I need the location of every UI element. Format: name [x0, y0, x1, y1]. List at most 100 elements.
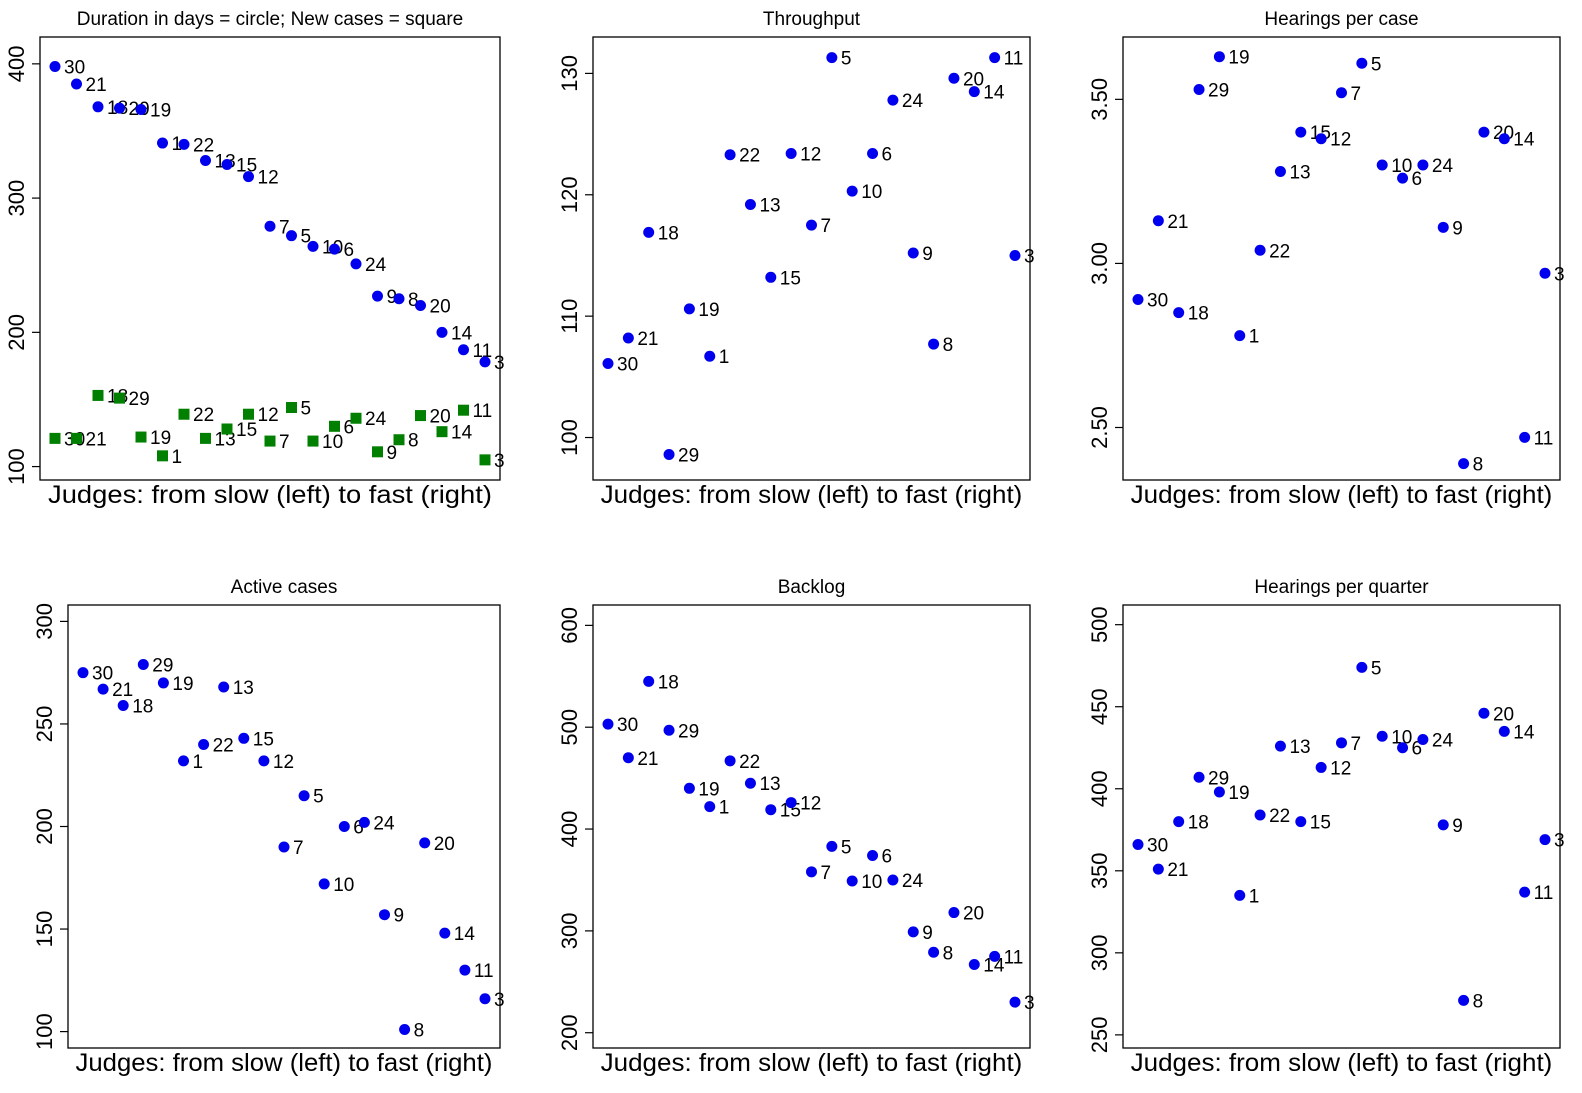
data-point-circle	[968, 958, 980, 970]
data-point-circle	[372, 290, 383, 302]
judge-label: 5	[1371, 54, 1382, 75]
judge-label: 24	[902, 91, 924, 112]
x-axis-label: Judges: from slow (left) to fast (right)	[601, 481, 1023, 509]
data-point-circle	[243, 171, 254, 183]
data-point-circle	[264, 220, 276, 232]
judge-label: 30	[92, 664, 113, 685]
judge-label: 1	[1249, 886, 1260, 907]
judge-label: 1	[719, 798, 730, 819]
judge-label: 14	[454, 924, 476, 945]
judge-label: 30	[1147, 836, 1168, 857]
data-point-square	[307, 435, 319, 447]
judge-label: 21	[1167, 860, 1188, 881]
plot-frame	[592, 604, 1031, 1049]
judge-label: 5	[1371, 658, 1382, 679]
data-point-circle	[350, 258, 362, 270]
judge-label: 11	[1004, 947, 1024, 968]
judge-label: 7	[279, 432, 290, 453]
data-point-circle	[867, 850, 879, 862]
y-tick-label: 450	[1087, 688, 1112, 725]
data-point-square	[92, 389, 104, 401]
data-point-circle	[1437, 221, 1449, 233]
judge-label: 8	[943, 943, 954, 964]
data-point-square	[415, 410, 426, 422]
judge-label: 6	[344, 417, 355, 438]
data-point-square	[350, 412, 362, 424]
data-point-circle	[298, 790, 310, 802]
judge-label: 6	[1412, 739, 1423, 760]
judge-label: 20	[963, 69, 984, 90]
data-point-circle	[622, 752, 634, 764]
data-point-circle	[1132, 294, 1144, 306]
judge-label: 10	[333, 875, 354, 896]
panel-duration: Duration in days = circle; New cases = s…	[4, 9, 505, 509]
data-point-circle	[1213, 51, 1225, 63]
y-tick-label: 2.50	[1087, 406, 1112, 449]
data-point-circle	[200, 155, 211, 167]
judge-label: 24	[373, 813, 395, 834]
data-point-circle	[338, 821, 350, 832]
judge-label: 3	[1024, 993, 1035, 1014]
data-point-circle	[663, 724, 675, 736]
data-point-circle	[1458, 458, 1470, 470]
data-point-circle	[198, 738, 210, 750]
y-tick-label: 400	[557, 811, 582, 848]
judge-label: 22	[739, 752, 760, 773]
y-tick-label: 300	[4, 180, 29, 217]
judge-label: 12	[1330, 758, 1351, 779]
judge-label: 14	[983, 83, 1005, 104]
data-point-circle	[622, 332, 634, 344]
data-point-square	[221, 423, 233, 435]
data-point-circle	[704, 801, 716, 813]
data-point-circle	[137, 658, 149, 670]
data-point-circle	[379, 909, 390, 921]
data-point-circle	[663, 449, 675, 461]
data-point-circle	[479, 993, 491, 1005]
data-point-square	[178, 408, 190, 420]
data-point-circle	[1336, 737, 1347, 749]
data-point-circle	[419, 837, 431, 849]
panel-active-cases: Active cases Judges: from slow (left) to…	[32, 577, 505, 1077]
judge-label: 24	[365, 409, 387, 430]
x-axis-label: Judges: from slow (left) to fast (right)	[1131, 1049, 1553, 1077]
data-point-circle	[846, 185, 858, 197]
data-point-circle	[1295, 126, 1307, 138]
data-point-circle	[1152, 215, 1164, 227]
judge-label: 30	[64, 58, 85, 79]
judge-label: 15	[780, 801, 801, 822]
judge-label: 1	[172, 447, 183, 468]
judge-label: 22	[193, 135, 214, 156]
judge-label: 11	[1534, 883, 1554, 904]
data-points: 3021182919122131512751062498201411330211…	[49, 58, 505, 472]
judge-label: 24	[1432, 156, 1454, 177]
data-point-circle	[1397, 742, 1409, 754]
data-point-circle	[97, 683, 109, 695]
panel-title: Active cases	[231, 577, 338, 598]
data-point-circle	[1173, 816, 1185, 828]
judge-label: 19	[698, 300, 719, 321]
judge-label: 11	[473, 341, 493, 362]
y-tick-label: 300	[557, 913, 582, 950]
judge-label: 9	[1452, 816, 1463, 837]
data-point-circle	[1254, 809, 1266, 821]
data-point-circle	[1539, 267, 1551, 279]
judge-label: 1	[172, 134, 183, 155]
y-axis: 2.50 3.00 3.50	[1087, 78, 1123, 449]
judge-label: 29	[678, 721, 699, 742]
judge-label: 6	[353, 818, 364, 839]
data-point-circle	[826, 840, 838, 852]
data-point-circle	[1376, 159, 1388, 171]
data-point-circle	[1315, 761, 1327, 773]
data-point-circle	[458, 344, 469, 356]
data-point-circle	[436, 326, 448, 338]
data-point-circle	[948, 72, 960, 84]
judge-label: 1	[1249, 327, 1260, 348]
data-point-circle	[307, 240, 319, 252]
y-tick-label: 150	[32, 911, 57, 948]
data-point-circle	[1295, 816, 1307, 828]
x-axis-label: Judges: from slow (left) to fast (right)	[601, 1049, 1023, 1077]
data-point-circle	[968, 86, 980, 98]
judge-label: 24	[365, 255, 387, 276]
